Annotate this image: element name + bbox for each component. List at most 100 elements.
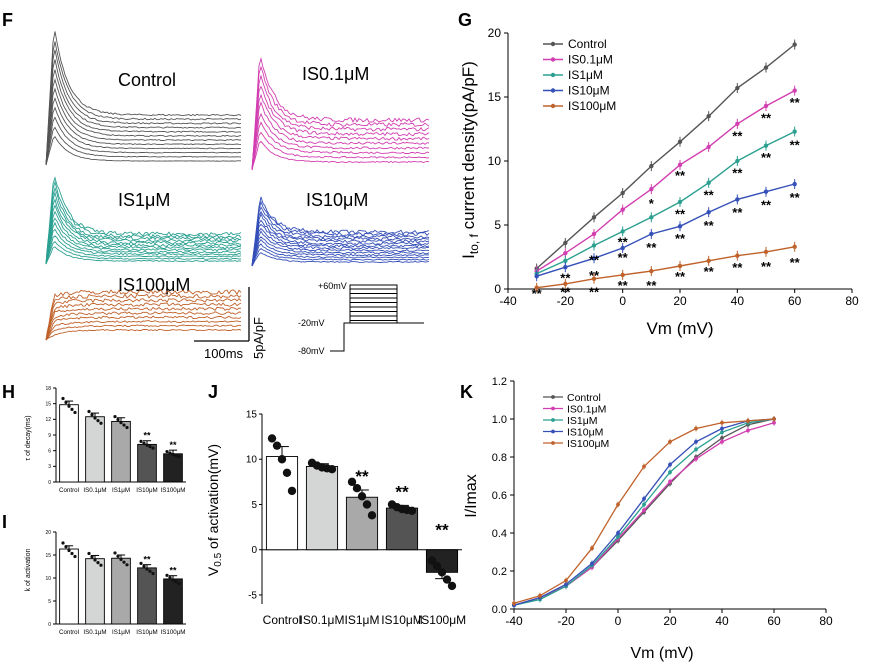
bar-data-point [427,556,437,565]
bar-significance-mark: ** [395,482,409,501]
bar [59,404,79,483]
bar-data-point [99,421,103,425]
bar [111,420,131,483]
bar-data-point [96,419,100,423]
g-significance-mark: ** [675,168,686,183]
bar-category-label: Control [59,487,79,494]
g-significance-mark: ** [732,205,743,220]
k-data-point [694,457,698,461]
bar-y-tick-label: 12 [45,417,51,423]
g-legend-marker [550,103,556,109]
g-data-point [563,240,568,246]
g-data-point [649,215,654,220]
bar-data-point [67,548,71,553]
g-data-point [706,114,711,119]
current-trace [45,217,241,265]
g-data-point [677,139,683,144]
g-legend-marker [550,72,556,78]
bar [305,466,339,551]
g-significance-mark: ** [761,198,772,213]
current-trace [251,196,430,267]
k-x-tick-label: 60 [767,614,781,628]
panel-letter-f: F [2,10,13,30]
g-significance-mark: ** [589,253,600,268]
g-data-point [763,143,769,148]
g-significance-mark: ** [589,285,600,300]
k-data-point [642,496,646,501]
g-significance-mark: ** [532,286,543,301]
current-trace [45,176,242,265]
panel-letter-k: K [460,382,473,402]
g-significance-mark: ** [732,128,743,143]
g-data-point [649,163,654,169]
k-data-point [564,578,568,583]
bar-y-tick-label: 5 [251,500,257,511]
g-data-point [763,249,769,255]
current-trace [45,31,242,166]
k-y-axis-label: I/Imax [463,474,480,518]
g-data-point [563,250,568,256]
bar-data-point [168,575,172,580]
k-data-point [694,447,698,452]
g-significance-mark: ** [704,187,715,202]
g-y-label-rest: current density(pA/pF) [459,61,478,234]
current-trace [251,252,430,267]
g-data-point [620,272,625,278]
scale-bar-current-label: 5pA/pF [251,317,266,359]
current-trace [45,106,242,166]
panel-i-k-activation: k of activation 0 5 10 15 20 Control IS0.1μM IS… [25,530,186,636]
g-significance-mark: ** [675,206,686,221]
g-data-point [735,158,740,164]
current-trace [45,78,242,166]
current-trace [251,210,429,267]
g-legend-label: IS0.1μM [568,53,613,67]
bar-category-label: IS1μM [345,613,380,627]
current-trace [251,101,430,171]
g-data-point [620,190,625,196]
bar-data-point [70,551,74,556]
k-legend-label: IS0.1μM [567,404,606,416]
trace-label-is0-1: IS0.1μM [302,64,369,84]
bar [265,456,299,551]
bar-data-point [145,567,149,571]
current-trace [45,320,241,341]
bar-data-point [357,492,367,501]
g-series-line [536,43,796,270]
bar-data-point [116,418,120,422]
k-legend-label: IS10μM [567,427,603,439]
k-y-tick-label: 1.0 [492,414,507,426]
bar-data-point [442,575,452,584]
bar-data-point [119,421,123,425]
current-trace [45,328,242,341]
current-trace [251,227,430,267]
panel-j-v-half: V0.5 of activation(mV) -5051015ControlIS… [205,410,466,628]
bar-y-tick-label: 18 [45,386,51,392]
k-data-point [642,502,646,507]
g-significance-mark: ** [646,278,657,293]
bar-data-point [93,558,97,562]
j-y-label-post: of activation(mV) [205,444,221,553]
g-legend-marker [550,57,556,62]
trace-label-is10: IS10μM [306,190,368,210]
bar-data-point [61,541,65,545]
k-data-point [642,464,646,469]
bar-significance-mark: ** [169,440,177,450]
protocol-label-plus60: +60mV [318,281,347,291]
k-data-point [564,582,568,587]
k-legend-label: IS100μM [567,438,609,450]
current-trace [45,315,242,341]
bar [85,416,105,483]
g-data-point [792,88,797,93]
protocol-steps-box [349,284,398,324]
bar-data-point [174,580,178,584]
bar-y-tick-label: 15 [45,401,51,407]
g-data-point [591,215,597,220]
k-y-tick-label: 0.6 [492,490,507,502]
g-x-tick-label: 20 [673,294,687,308]
current-trace [45,41,242,166]
k-data-point [668,470,672,475]
j-y-axis-label: V0.5 of activation(mV) [205,444,224,576]
g-data-point [677,162,683,168]
current-trace [251,223,430,267]
